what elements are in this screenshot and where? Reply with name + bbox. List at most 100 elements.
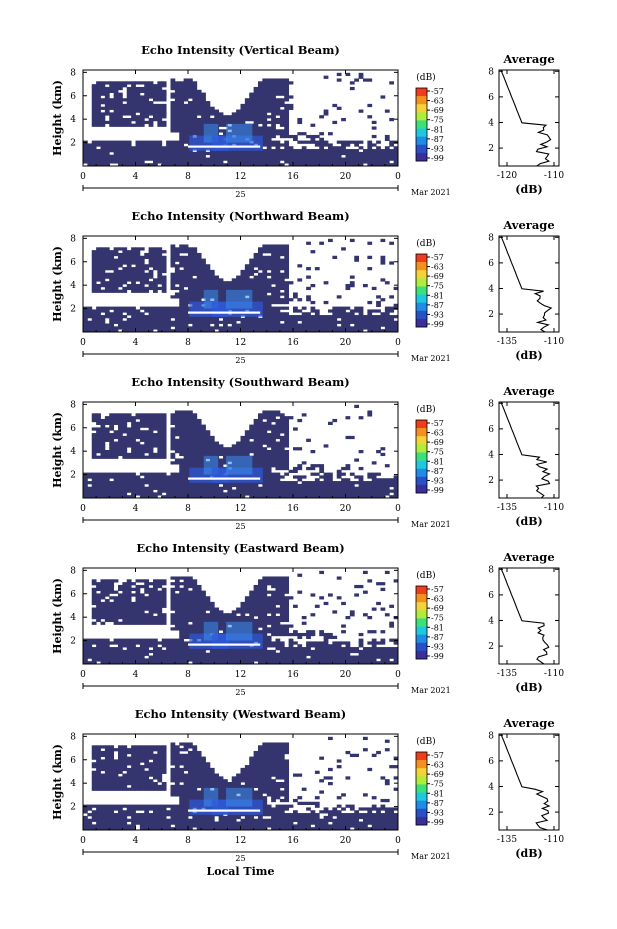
profile-y-label: 6	[488, 93, 494, 103]
month-label: Mar 2021	[411, 354, 451, 363]
profile-y-label: 6	[488, 591, 494, 601]
profile-frame	[498, 69, 560, 167]
colorbar-segment	[416, 468, 427, 478]
colorbar-segment	[416, 444, 427, 453]
profile-y-label: 4	[488, 616, 494, 626]
y-tick-label: 4	[70, 447, 76, 457]
heatmap	[83, 736, 399, 831]
profile-y-label: 4	[488, 284, 494, 294]
colorbar-unit: (dB)	[416, 736, 435, 747]
x-tick-label: 0	[395, 172, 401, 182]
profile-curve	[500, 567, 550, 665]
colorbar-tick-label: -57	[431, 751, 444, 760]
profile-y-label: 2	[488, 310, 494, 320]
y-tick-label: 8	[70, 234, 76, 244]
colorbar-segment	[416, 120, 427, 129]
profile-title: Average	[502, 384, 554, 398]
x-tick-label: 20	[340, 670, 352, 680]
colorbar-segment	[416, 112, 427, 121]
colorbar-segment	[416, 318, 427, 328]
y-tick-label: 2	[70, 803, 76, 813]
y-axis-label: Height (km)	[51, 412, 64, 488]
colorbar-tick-label: -99	[431, 154, 444, 163]
x-tick-label: 12	[235, 172, 246, 182]
x-tick-label: 16	[287, 338, 299, 348]
profile-curve	[500, 401, 551, 499]
x-tick-label: 4	[133, 670, 139, 680]
colorbar-tick-label: -81	[431, 623, 444, 632]
y-tick-label: 4	[70, 115, 76, 125]
colorbar-tick-label: -99	[431, 818, 444, 827]
profile-title: Average	[502, 52, 554, 66]
y-tick-label: 6	[70, 590, 76, 600]
colorbar-segment	[416, 460, 427, 469]
x-tick-label: 8	[185, 504, 191, 514]
profile-y-label: 4	[488, 118, 494, 128]
colorbar-segment	[416, 760, 427, 769]
y-tick-label: 6	[70, 756, 76, 766]
x-tick-label: 0	[80, 836, 86, 846]
colorbar-tick-label: -75	[431, 448, 444, 457]
colorbar-segment	[416, 816, 427, 826]
x-tick-label: 8	[185, 172, 191, 182]
colorbar-segment	[416, 254, 427, 263]
colorbar-frame	[415, 585, 428, 660]
colorbar-segment	[416, 452, 427, 461]
profile-x-axis-label: (dB)	[515, 515, 542, 528]
y-tick-label: 8	[70, 732, 76, 742]
x-tick-label: 16	[287, 670, 299, 680]
colorbar-frame	[415, 419, 428, 494]
colorbar-segment	[416, 294, 427, 303]
profile-y-label: 6	[488, 425, 494, 435]
colorbar-tick-label: -87	[431, 301, 444, 310]
echo-core	[226, 787, 253, 807]
colorbar-frame	[415, 253, 428, 328]
panel-title: Echo Intensity (Southward Beam)	[131, 375, 349, 389]
colorbar-tick-label: -63	[431, 263, 444, 272]
heatmap	[83, 404, 399, 499]
colorbar-segment	[416, 792, 427, 801]
heatmap	[83, 238, 399, 333]
x-tick-label: 12	[235, 836, 246, 846]
colorbar-unit: (dB)	[416, 570, 435, 581]
colorbar-segment	[416, 278, 427, 287]
y-tick-label: 6	[70, 258, 76, 268]
x-tick-label: 4	[133, 504, 139, 514]
colorbar-segment	[416, 610, 427, 619]
x-tick-label: 20	[340, 504, 352, 514]
profile-curve	[500, 69, 552, 167]
colorbar-segment	[416, 776, 427, 785]
profile-title: Average	[502, 550, 554, 564]
y-tick-label: 8	[70, 68, 76, 78]
colorbar-segment	[416, 594, 427, 603]
colorbar-segment	[416, 642, 427, 652]
panel-title: Echo Intensity (Westward Beam)	[135, 707, 346, 721]
y-axis-label: Height (km)	[51, 80, 64, 156]
colorbar-segment	[416, 808, 427, 818]
panel-2: Echo Intensity (Southward Beam) 2 4 6 8 Heigh…	[51, 375, 564, 531]
profile-frame	[498, 235, 560, 333]
profile-x-label: -135	[497, 835, 517, 845]
profile-x-axis-label: (dB)	[515, 847, 542, 860]
colorbar-tick-label: -57	[431, 585, 444, 594]
date-label: 25	[235, 522, 245, 531]
date-label: 25	[235, 190, 245, 199]
y-tick-label: 4	[70, 779, 76, 789]
profile-x-label: -135	[497, 503, 517, 513]
date-label: 25	[235, 854, 245, 863]
colorbar-tick-label: -81	[431, 291, 444, 300]
x-tick-label: 0	[80, 670, 86, 680]
echo-max-line	[188, 311, 261, 314]
colorbar-tick-label: -69	[431, 438, 444, 447]
colorbar-segment	[416, 626, 427, 635]
y-axis-label: Height (km)	[51, 744, 64, 820]
profile-title: Average	[502, 716, 554, 730]
colorbar-tick-label: -81	[431, 789, 444, 798]
echo-max-line	[188, 145, 261, 148]
panel-title: Echo Intensity (Northward Beam)	[131, 209, 349, 223]
y-tick-label: 4	[70, 613, 76, 623]
colorbar-segment	[416, 262, 427, 271]
heatmap	[83, 570, 399, 665]
echo-core	[226, 123, 253, 143]
profile-x-label: -110	[544, 503, 564, 513]
